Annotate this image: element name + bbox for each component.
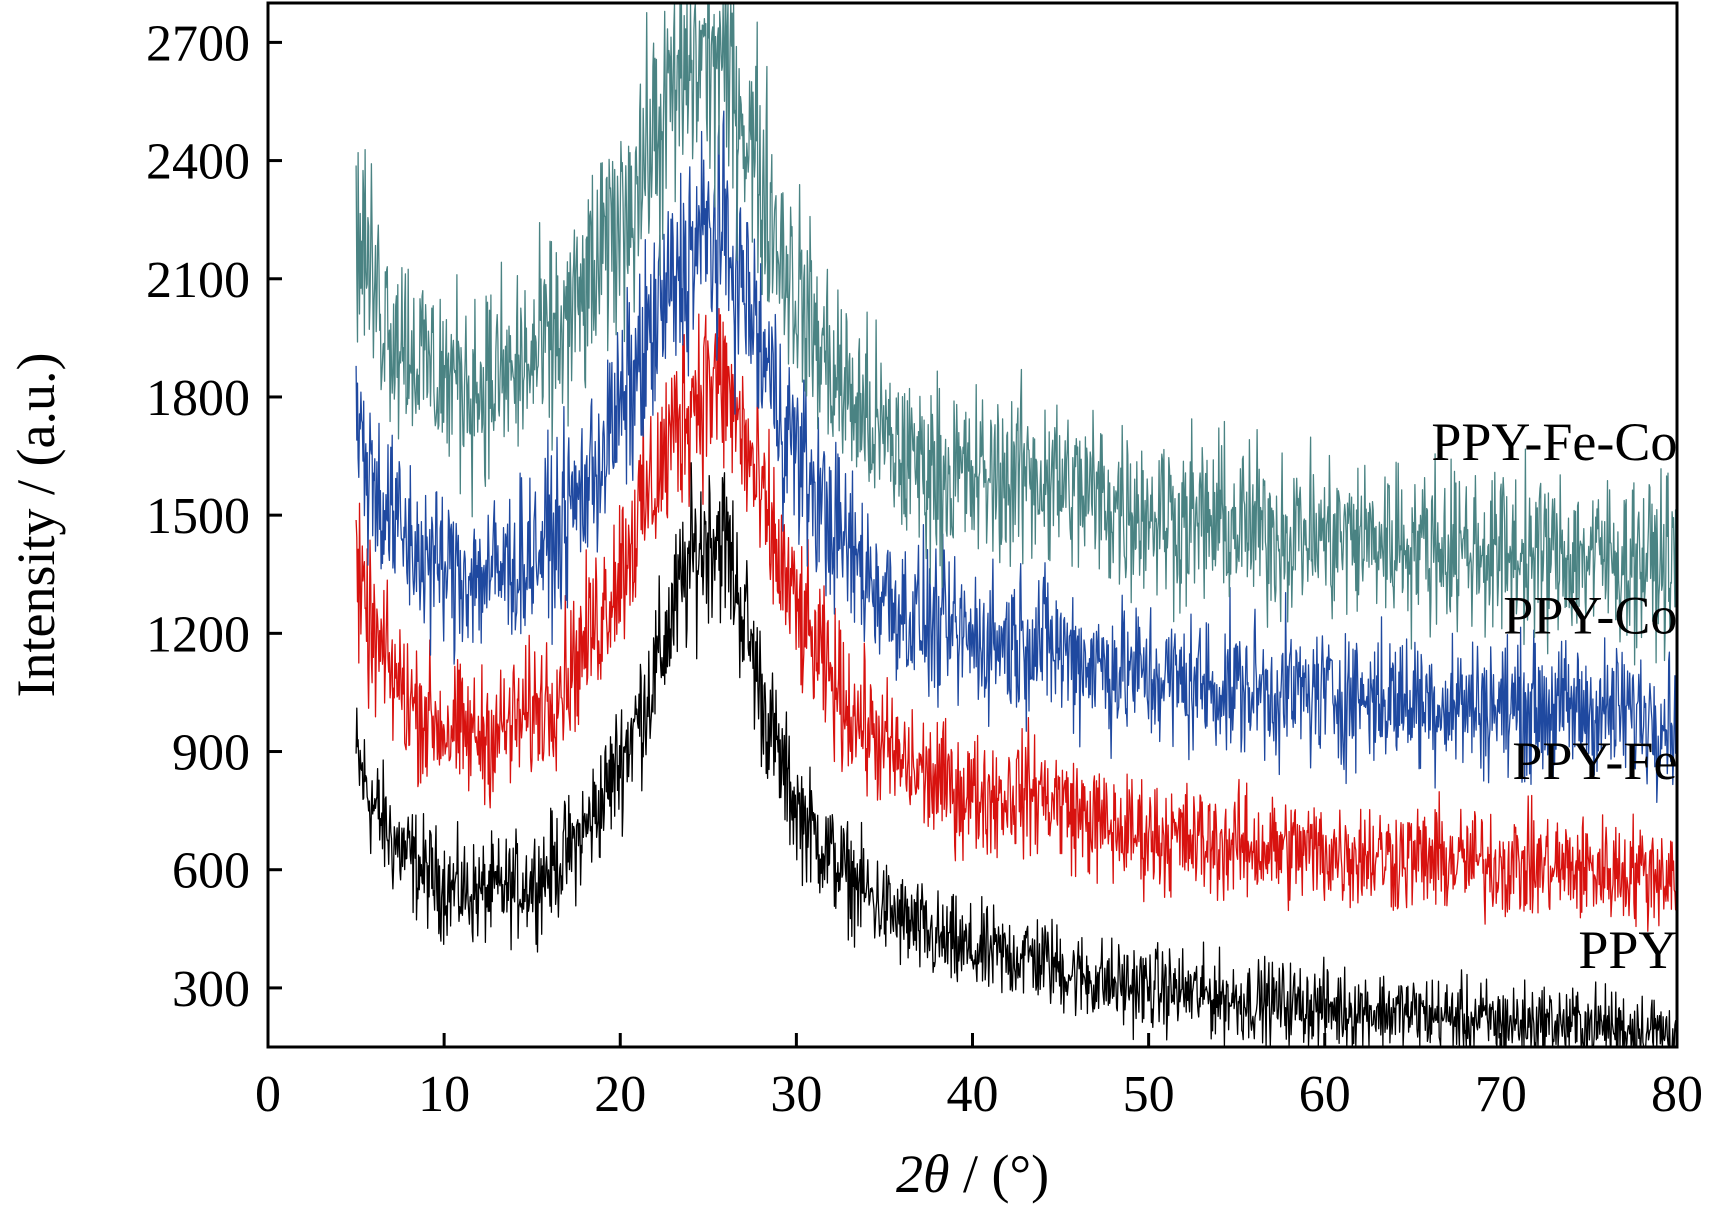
y-tick-label: 1200 <box>146 606 250 663</box>
x-tick-label: 60 <box>1299 1066 1351 1123</box>
series-layer <box>355 3 1678 1048</box>
x-tick-label: 70 <box>1475 1066 1527 1123</box>
x-tick-label: 10 <box>418 1066 470 1123</box>
y-tick-label: 900 <box>172 725 250 782</box>
x-tick-label: 50 <box>1123 1066 1175 1123</box>
x-axis-ticks: 0 10 20 30 40 50 60 70 80 <box>255 1033 1703 1123</box>
y-tick-label: 2100 <box>146 252 250 309</box>
series-label: PPY <box>1578 920 1677 980</box>
x-tick-label: 40 <box>947 1066 999 1123</box>
x-axis-title: 2θ / (°) <box>896 1144 1049 1204</box>
x-tick-label: 80 <box>1651 1066 1703 1123</box>
y-tick-label: 2400 <box>146 134 250 191</box>
series-ppy <box>355 462 1678 1048</box>
series-label: PPY-Fe <box>1512 731 1677 791</box>
y-axis-ticks: 300 600 900 1200 1500 1800 2100 2400 2700 <box>146 15 282 1018</box>
x-tick-label: 20 <box>594 1066 646 1123</box>
y-tick-label: 2700 <box>146 15 250 72</box>
y-axis-title: Intensity / (a.u.) <box>6 353 66 698</box>
series-labels: PPY-Fe-Co PPY-Co PPY-Fe PPY <box>1431 412 1677 980</box>
x-axis-title-var: θ <box>923 1144 950 1204</box>
x-axis-title-prefix: 2 <box>896 1144 923 1204</box>
x-tick-label: 30 <box>770 1066 822 1123</box>
y-tick-label: 600 <box>172 843 250 900</box>
series-ppy-co <box>355 110 1678 804</box>
y-tick-label: 1500 <box>146 488 250 545</box>
series-label: PPY-Fe-Co <box>1431 412 1677 472</box>
x-tick-label: 0 <box>255 1066 281 1123</box>
series-label: PPY-Co <box>1503 585 1677 645</box>
x-axis-title-suffix: / (°) <box>949 1144 1049 1204</box>
series-ppy-fe-co <box>355 3 1678 666</box>
y-tick-label: 1800 <box>146 370 250 427</box>
series-ppy-fe <box>355 308 1678 932</box>
y-tick-label: 300 <box>172 961 250 1018</box>
